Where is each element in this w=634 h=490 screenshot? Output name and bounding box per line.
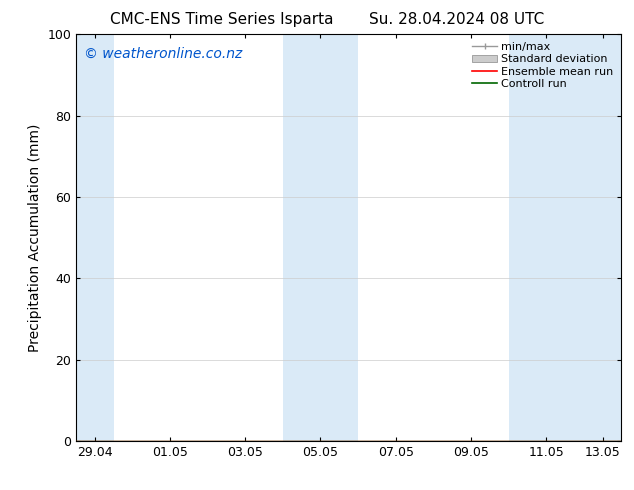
Bar <box>283 34 358 441</box>
Y-axis label: Precipitation Accumulation (mm): Precipitation Accumulation (mm) <box>28 123 42 352</box>
Text: © weatheronline.co.nz: © weatheronline.co.nz <box>84 47 243 60</box>
Bar <box>508 34 621 441</box>
Text: CMC-ENS Time Series Isparta: CMC-ENS Time Series Isparta <box>110 12 333 27</box>
Text: Su. 28.04.2024 08 UTC: Su. 28.04.2024 08 UTC <box>369 12 544 27</box>
Bar <box>76 34 113 441</box>
Legend: min/max, Standard deviation, Ensemble mean run, Controll run: min/max, Standard deviation, Ensemble me… <box>470 40 616 91</box>
